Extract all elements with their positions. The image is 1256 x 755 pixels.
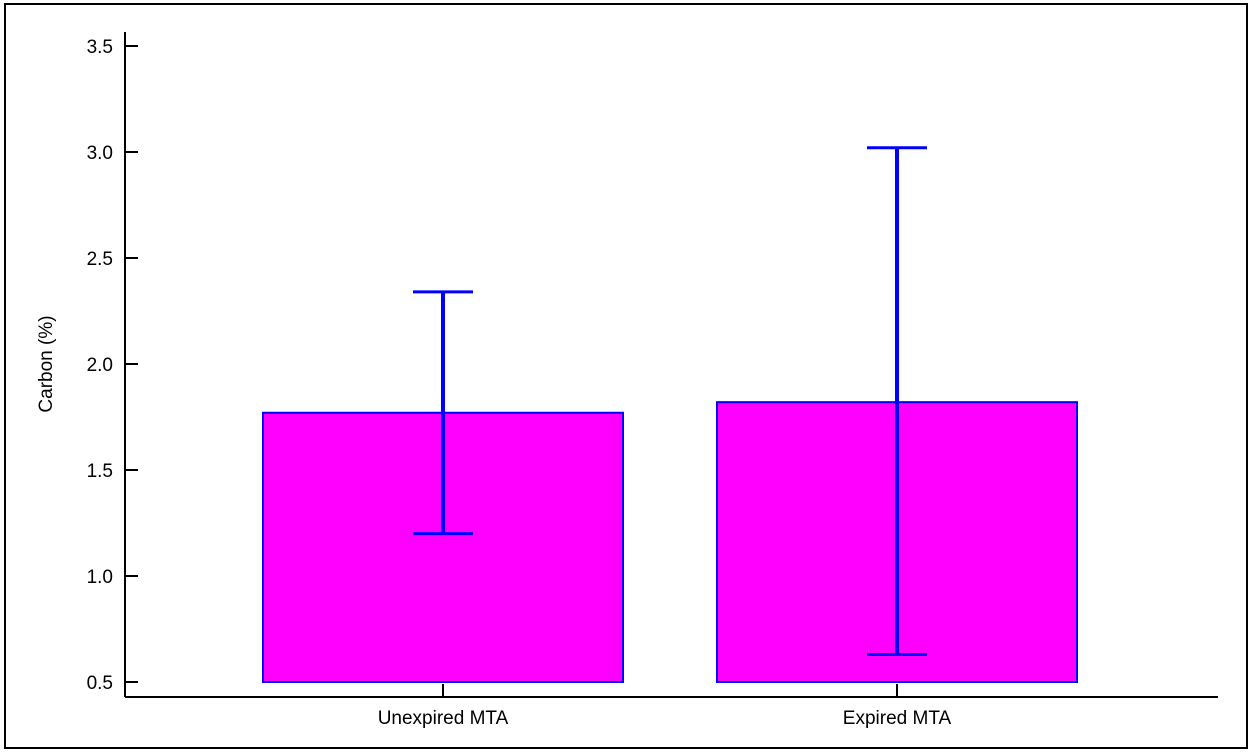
- y-tick-label: 1.0: [87, 567, 113, 588]
- y-tick-label: 2.0: [87, 355, 113, 376]
- x-tick-label: Unexpired MTA: [378, 708, 509, 729]
- x-ticks: Unexpired MTA Expired MTA: [378, 684, 952, 729]
- y-tick-label: 3.5: [87, 37, 113, 58]
- y-axis-title: Carbon (%): [36, 315, 57, 412]
- bars-layer: [262, 401, 1078, 683]
- y-tick-label: 1.5: [87, 461, 113, 482]
- y-tick-label: 0.5: [87, 673, 113, 694]
- y-tick-label: 2.5: [87, 249, 113, 270]
- error-bars-layer: [413, 146, 927, 656]
- x-tick-label: Expired MTA: [843, 708, 952, 729]
- y-tick-label: 3.0: [87, 143, 113, 164]
- y-ticks: 0.5 1.0 1.5 2.0 2.5 3.0 3.5: [87, 37, 138, 694]
